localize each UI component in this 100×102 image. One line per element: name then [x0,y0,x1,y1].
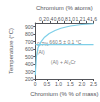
svg-text:400: 400 [25,61,34,67]
svg-text:0.5: 0.5 [43,81,50,87]
svg-text:2.5: 2.5 [90,81,97,87]
svg-text:Chromium (% % of mass): Chromium (% % of mass) [30,91,98,97]
svg-text:0.4: 0.4 [46,16,53,22]
svg-text:1.6: 1.6 [90,16,97,22]
svg-text:500: 500 [25,54,34,60]
svg-text:0.7%: 0.7% [37,40,49,47]
svg-text:0: 0 [34,81,37,87]
svg-text:Temperature (°C): Temperature (°C) [8,28,14,74]
svg-text:(Al) + Al₄Cr: (Al) + Al₄Cr [51,59,76,65]
svg-text:1.5: 1.5 [67,81,74,87]
svg-text:660.5 ± 0.1 °C: 660.5 ± 0.1 °C [49,39,81,45]
svg-text:1.2: 1.2 [75,16,82,22]
svg-text:0.6: 0.6 [54,16,61,22]
svg-text:2.0: 2.0 [78,81,85,87]
svg-text:0.8: 0.8 [61,16,68,22]
svg-text:900: 900 [25,24,34,30]
svg-text:1.4: 1.4 [83,16,90,22]
svg-text:(Al): (Al) [36,49,45,56]
svg-text:1.0: 1.0 [68,16,75,22]
svg-text:Chromium (% atoms): Chromium (% atoms) [36,5,93,11]
svg-text:1.0: 1.0 [55,81,62,87]
svg-text:600: 600 [25,46,34,52]
svg-text:200: 200 [25,76,34,82]
svg-text:800: 800 [25,31,34,37]
svg-text:0.2: 0.2 [39,16,46,22]
svg-text:700: 700 [25,39,34,45]
svg-text:300: 300 [25,69,34,75]
